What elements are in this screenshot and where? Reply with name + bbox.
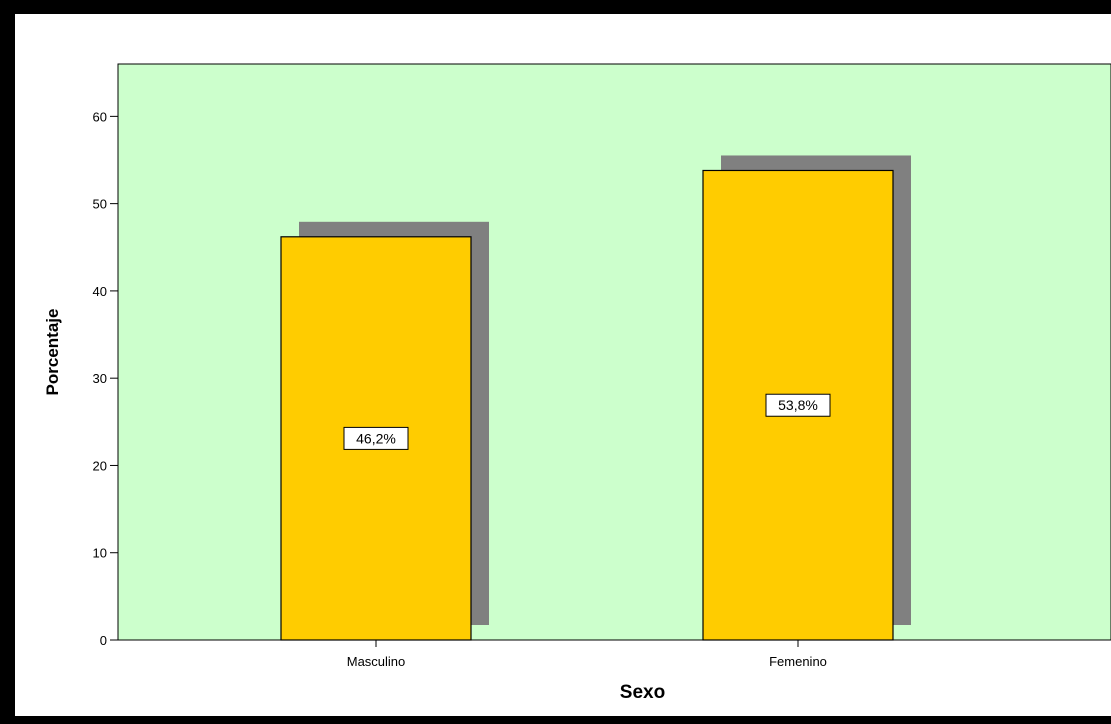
value-label: 46,2% xyxy=(356,430,396,446)
y-tick-label: 0 xyxy=(100,633,107,648)
y-tick-label: 40 xyxy=(93,284,107,299)
x-axis: Masculino Femenino xyxy=(347,640,827,669)
y-tick-label: 50 xyxy=(93,197,107,212)
value-label: 53,8% xyxy=(778,397,818,413)
value-label-box xyxy=(343,426,409,450)
x-tick-label: Masculino xyxy=(347,654,406,669)
y-tick-label: 30 xyxy=(93,371,107,386)
bars xyxy=(280,169,894,641)
y-axis-title: Porcentaje xyxy=(43,309,62,396)
y-tick-label: 10 xyxy=(93,546,107,561)
x-tick-label: Femenino xyxy=(769,654,827,669)
y-tick-label: 20 xyxy=(93,458,107,473)
value-labels: 46,2% 53,8% xyxy=(343,393,831,450)
plot-area xyxy=(117,63,1111,641)
x-axis-title: Sexo xyxy=(620,682,665,703)
value-label-box xyxy=(765,393,831,417)
y-tick-label: 60 xyxy=(93,109,107,124)
y-axis: 0 10 20 30 40 50 60 xyxy=(93,109,118,648)
